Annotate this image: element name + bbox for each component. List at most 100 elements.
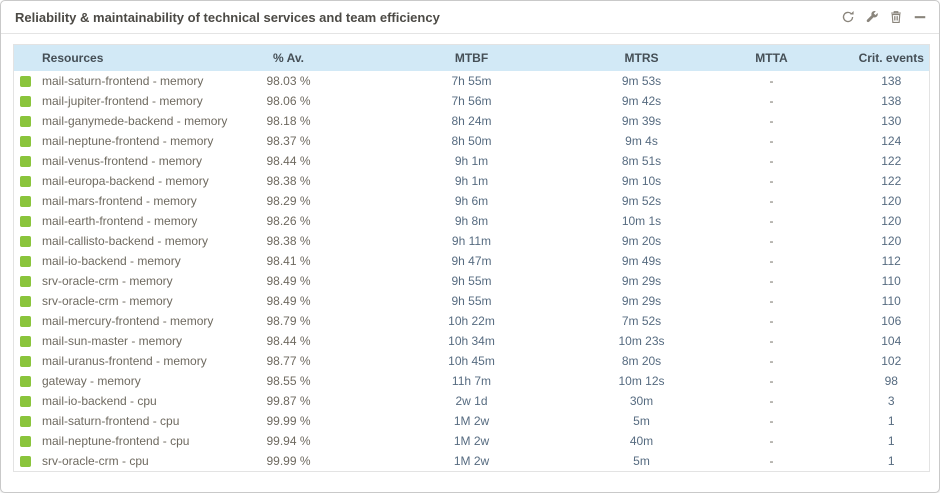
table-row[interactable]: mail-callisto-backend - memory 98.38 % 9h … bbox=[14, 231, 930, 251]
status-ok-icon bbox=[20, 335, 31, 347]
resource-cell[interactable]: mail-mercury-frontend - memory bbox=[14, 311, 228, 331]
mtta-cell: - bbox=[769, 374, 774, 388]
table-row[interactable]: mail-europa-backend - memory 98.38 % 9h 1m… bbox=[14, 171, 930, 191]
mtrs-cell: 30m bbox=[629, 394, 654, 408]
mtta-cell: - bbox=[769, 314, 774, 328]
resource-cell[interactable]: mail-neptune-frontend - memory bbox=[14, 131, 228, 151]
status-ok-icon bbox=[20, 315, 31, 327]
mtrs-cell: 9m 39s bbox=[621, 114, 662, 128]
resource-name: mail-callisto-backend - memory bbox=[42, 234, 209, 248]
mtbf-cell: 1M 2w bbox=[453, 434, 490, 448]
crit-events-cell: 3 bbox=[887, 394, 895, 408]
table-row[interactable]: mail-saturn-frontend - memory 98.03 % 7h 5… bbox=[14, 71, 930, 91]
resource-cell[interactable]: mail-neptune-frontend - cpu bbox=[14, 431, 228, 451]
availability-cell: 98.44 % bbox=[266, 334, 311, 348]
mtrs-cell: 9m 49s bbox=[621, 254, 662, 268]
crit-events-cell: 104 bbox=[881, 334, 902, 348]
availability-cell: 98.18 % bbox=[266, 114, 311, 128]
table-row[interactable]: mail-jupiter-frontend - memory 98.06 % 7h … bbox=[14, 91, 930, 111]
minus-icon[interactable] bbox=[912, 10, 927, 25]
status-ok-icon bbox=[20, 455, 31, 467]
table-row[interactable]: mail-earth-frontend - memory 98.26 % 9h 8m… bbox=[14, 211, 930, 231]
table-row[interactable]: srv-oracle-crm - memory 98.49 % 9h 55m 9m 2… bbox=[14, 291, 930, 311]
status-ok-icon bbox=[20, 195, 31, 207]
refresh-icon[interactable] bbox=[840, 10, 855, 25]
availability-cell: 98.41 % bbox=[266, 254, 311, 268]
resource-cell[interactable]: mail-venus-frontend - memory bbox=[14, 151, 228, 171]
crit-events-cell: 110 bbox=[881, 294, 901, 308]
resource-cell[interactable]: mail-saturn-frontend - cpu bbox=[14, 411, 228, 431]
crit-events-cell: 112 bbox=[881, 254, 901, 268]
trash-icon[interactable] bbox=[888, 10, 903, 25]
table-row[interactable]: mail-sun-master - memory 98.44 % 10h 34m 10… bbox=[14, 331, 930, 351]
mtbf-cell: 11h 7m bbox=[451, 374, 492, 388]
resource-cell[interactable]: mail-jupiter-frontend - memory bbox=[14, 91, 228, 111]
table-row[interactable]: mail-neptune-frontend - memory 98.37 % 8h … bbox=[14, 131, 930, 151]
table-row[interactable]: mail-ganymede-backend - memory 98.18 % 8h … bbox=[14, 111, 930, 131]
mtrs-cell: 10m 23s bbox=[618, 334, 665, 348]
mtrs-cell: 9m 20s bbox=[621, 234, 662, 248]
table-row[interactable]: mail-saturn-frontend - cpu 99.99 % 1M 2w 5m… bbox=[14, 411, 930, 431]
resource-cell[interactable]: mail-callisto-backend - memory bbox=[14, 231, 228, 251]
resource-cell[interactable]: mail-ganymede-backend - memory bbox=[14, 111, 228, 131]
mtta-cell: - bbox=[769, 134, 774, 148]
table-row[interactable]: mail-io-backend - cpu 99.87 % 2w 1d 30m - 3 bbox=[14, 391, 930, 411]
mtta-cell: - bbox=[769, 74, 774, 88]
table-row[interactable]: mail-mercury-frontend - memory 98.79 % 10h… bbox=[14, 311, 930, 331]
availability-cell: 98.38 % bbox=[266, 234, 311, 248]
availability-cell: 98.55 % bbox=[266, 374, 311, 388]
crit-events-cell: 1 bbox=[887, 414, 895, 428]
table-row[interactable]: mail-io-backend - memory 98.41 % 9h 47m 9m … bbox=[14, 251, 930, 271]
mtta-cell: - bbox=[769, 434, 774, 448]
resource-cell[interactable]: srv-oracle-crm - memory bbox=[14, 271, 228, 291]
resource-name: mail-saturn-frontend - cpu bbox=[42, 414, 180, 428]
resource-cell[interactable]: mail-io-backend - memory bbox=[14, 251, 228, 271]
availability-cell: 98.77 % bbox=[266, 354, 311, 368]
column-header-resources: Resources bbox=[13, 44, 228, 71]
wrench-icon[interactable] bbox=[864, 10, 879, 25]
table-row[interactable]: srv-oracle-crm - memory 98.49 % 9h 55m 9m 2… bbox=[14, 271, 930, 291]
mtta-cell: - bbox=[769, 454, 774, 468]
resource-name: mail-io-backend - memory bbox=[42, 254, 181, 268]
mtbf-cell: 7h 55m bbox=[451, 74, 492, 88]
mtta-cell: - bbox=[769, 394, 774, 408]
mtta-cell: - bbox=[769, 94, 774, 108]
crit-events-cell: 102 bbox=[881, 354, 902, 368]
mtta-cell: - bbox=[769, 414, 774, 428]
mtrs-cell: 40m bbox=[629, 434, 654, 448]
resource-cell[interactable]: mail-earth-frontend - memory bbox=[14, 211, 228, 231]
table-row[interactable]: gateway - memory 98.55 % 11h 7m 10m 12s - 98 bbox=[14, 371, 930, 391]
crit-events-cell: 122 bbox=[881, 154, 902, 168]
table-row[interactable]: mail-uranus-frontend - memory 98.77 % 10h … bbox=[14, 351, 930, 371]
mtrs-cell: 9m 52s bbox=[621, 194, 662, 208]
resource-cell[interactable]: srv-oracle-crm - cpu bbox=[14, 451, 228, 472]
availability-cell: 99.87 % bbox=[266, 394, 311, 408]
resource-name: srv-oracle-crm - memory bbox=[42, 294, 173, 308]
mtbf-cell: 1M 2w bbox=[453, 454, 490, 468]
resource-cell[interactable]: gateway - memory bbox=[14, 371, 228, 391]
table-row[interactable]: mail-mars-frontend - memory 98.29 % 9h 6m 9… bbox=[14, 191, 930, 211]
resource-cell[interactable]: mail-io-backend - cpu bbox=[14, 391, 228, 411]
column-header-mtbf: MTBF bbox=[349, 44, 594, 71]
status-ok-icon bbox=[20, 375, 31, 387]
resource-cell[interactable]: mail-sun-master - memory bbox=[14, 331, 228, 351]
resource-name: mail-ganymede-backend - memory bbox=[42, 114, 228, 128]
resource-name: gateway - memory bbox=[42, 374, 141, 388]
column-header-mtta: MTTA bbox=[689, 44, 854, 71]
status-ok-icon bbox=[20, 175, 31, 187]
table-row[interactable]: mail-venus-frontend - memory 98.44 % 9h 1m… bbox=[14, 151, 930, 171]
table-row[interactable]: mail-neptune-frontend - cpu 99.94 % 1M 2w 4… bbox=[14, 431, 930, 451]
table-row[interactable]: srv-oracle-crm - cpu 99.99 % 1M 2w 5m - 1 bbox=[14, 451, 930, 472]
resource-cell[interactable]: mail-mars-frontend - memory bbox=[14, 191, 228, 211]
status-ok-icon bbox=[20, 255, 31, 267]
status-ok-icon bbox=[20, 415, 31, 427]
resource-cell[interactable]: srv-oracle-crm - memory bbox=[14, 291, 228, 311]
mtrs-cell: 5m bbox=[633, 414, 650, 428]
resource-cell[interactable]: mail-uranus-frontend - memory bbox=[14, 351, 228, 371]
mtta-cell: - bbox=[769, 194, 774, 208]
mtbf-cell: 8h 24m bbox=[451, 114, 492, 128]
resource-cell[interactable]: mail-europa-backend - memory bbox=[14, 171, 228, 191]
availability-cell: 98.79 % bbox=[266, 314, 311, 328]
mtrs-cell: 9m 42s bbox=[621, 94, 662, 108]
resource-cell[interactable]: mail-saturn-frontend - memory bbox=[14, 71, 228, 91]
